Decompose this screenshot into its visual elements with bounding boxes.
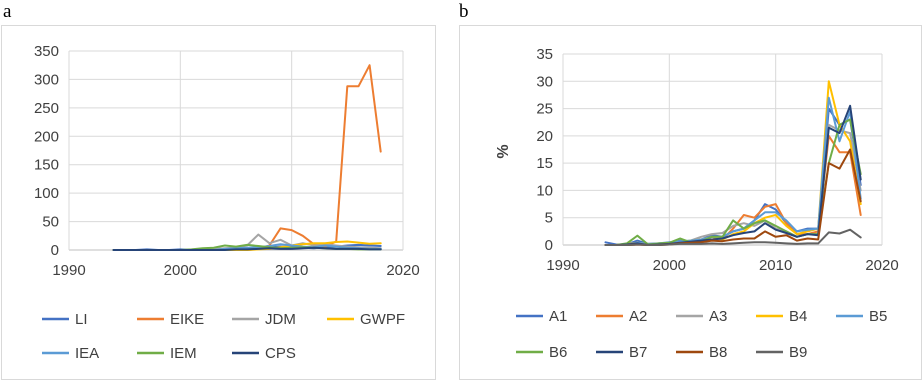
x-tick-label-a-0: 1990: [52, 262, 85, 279]
y-tick-label-a-1: 50: [42, 214, 59, 231]
legend-label-b-a3: A3: [709, 308, 727, 325]
x-tick-label-b-2: 2010: [759, 257, 792, 274]
x-tick-label-b-1: 2000: [653, 257, 686, 274]
legend-label-a-li: LI: [75, 311, 88, 328]
legend-label-a-cps: CPS: [265, 345, 296, 362]
x-tick-label-a-2: 2010: [275, 262, 308, 279]
y-tick-label-b-3: 15: [536, 155, 553, 172]
y-tick-label-a-3: 150: [34, 157, 59, 174]
chart-a: 0 50 100 150 200 250 300 350 1990 2000 2010 2020 LI E…: [34, 43, 420, 362]
legend-label-b-b6: B6: [549, 344, 567, 361]
chart-frame-b: [459, 25, 922, 380]
x-tick-label-a-1: 2000: [164, 262, 197, 279]
y-tick-label-b-4: 20: [536, 128, 553, 145]
legend-label-b-a1: A1: [549, 308, 567, 325]
legend-label-b-a2: A2: [629, 308, 647, 325]
series-line-a-cps: [112, 246, 382, 251]
legend-label-b-b8: B8: [709, 344, 727, 361]
y-tick-label-b-0: 0: [545, 237, 553, 254]
legend-label-b-b7: B7: [629, 344, 647, 361]
y-tick-label-b-6: 30: [536, 73, 553, 90]
panel-label-b: b: [459, 1, 469, 22]
legend-label-b-b4: B4: [789, 308, 807, 325]
y-tick-label-a-7: 350: [34, 43, 59, 60]
x-tick-label-b-3: 2020: [865, 257, 898, 274]
series-line-b-b9: [604, 228, 862, 246]
legend-label-b-b5: B5: [869, 308, 887, 325]
x-tick-label-a-3: 2020: [386, 262, 419, 279]
y-axis-label-b: %: [495, 144, 512, 158]
y-tick-label-a-2: 100: [34, 185, 59, 202]
legend-label-a-gwpf: GWPF: [360, 311, 405, 328]
series-line-b-b5: [604, 96, 862, 246]
y-tick-label-b-5: 25: [536, 101, 553, 118]
legend-label-a-iea: IEA: [75, 345, 99, 362]
y-tick-label-a-0: 0: [51, 242, 59, 259]
chart-frame-a: [1, 25, 436, 380]
y-tick-label-b-1: 5: [545, 210, 553, 227]
y-tick-label-a-5: 250: [34, 100, 59, 117]
y-tick-label-b-2: 10: [536, 182, 553, 199]
panel-label-a: a: [3, 1, 12, 22]
y-tick-label-a-4: 200: [34, 128, 59, 145]
y-tick-label-b-7: 35: [536, 46, 553, 63]
legend-label-a-eike: EIKE: [170, 311, 204, 328]
chart-b: 0 5 10 15 20 25 30 35 1990 2000 2010 2020% A1 A2 A3 B4 B…: [495, 46, 899, 361]
legend-label-a-jdm: JDM: [265, 311, 296, 328]
legend-label-a-iem: IEM: [170, 345, 197, 362]
x-tick-label-b-0: 1990: [546, 257, 579, 274]
legend-label-b-b9: B9: [789, 344, 807, 361]
y-tick-label-a-6: 300: [34, 71, 59, 88]
series-line-a-eike: [112, 64, 382, 251]
